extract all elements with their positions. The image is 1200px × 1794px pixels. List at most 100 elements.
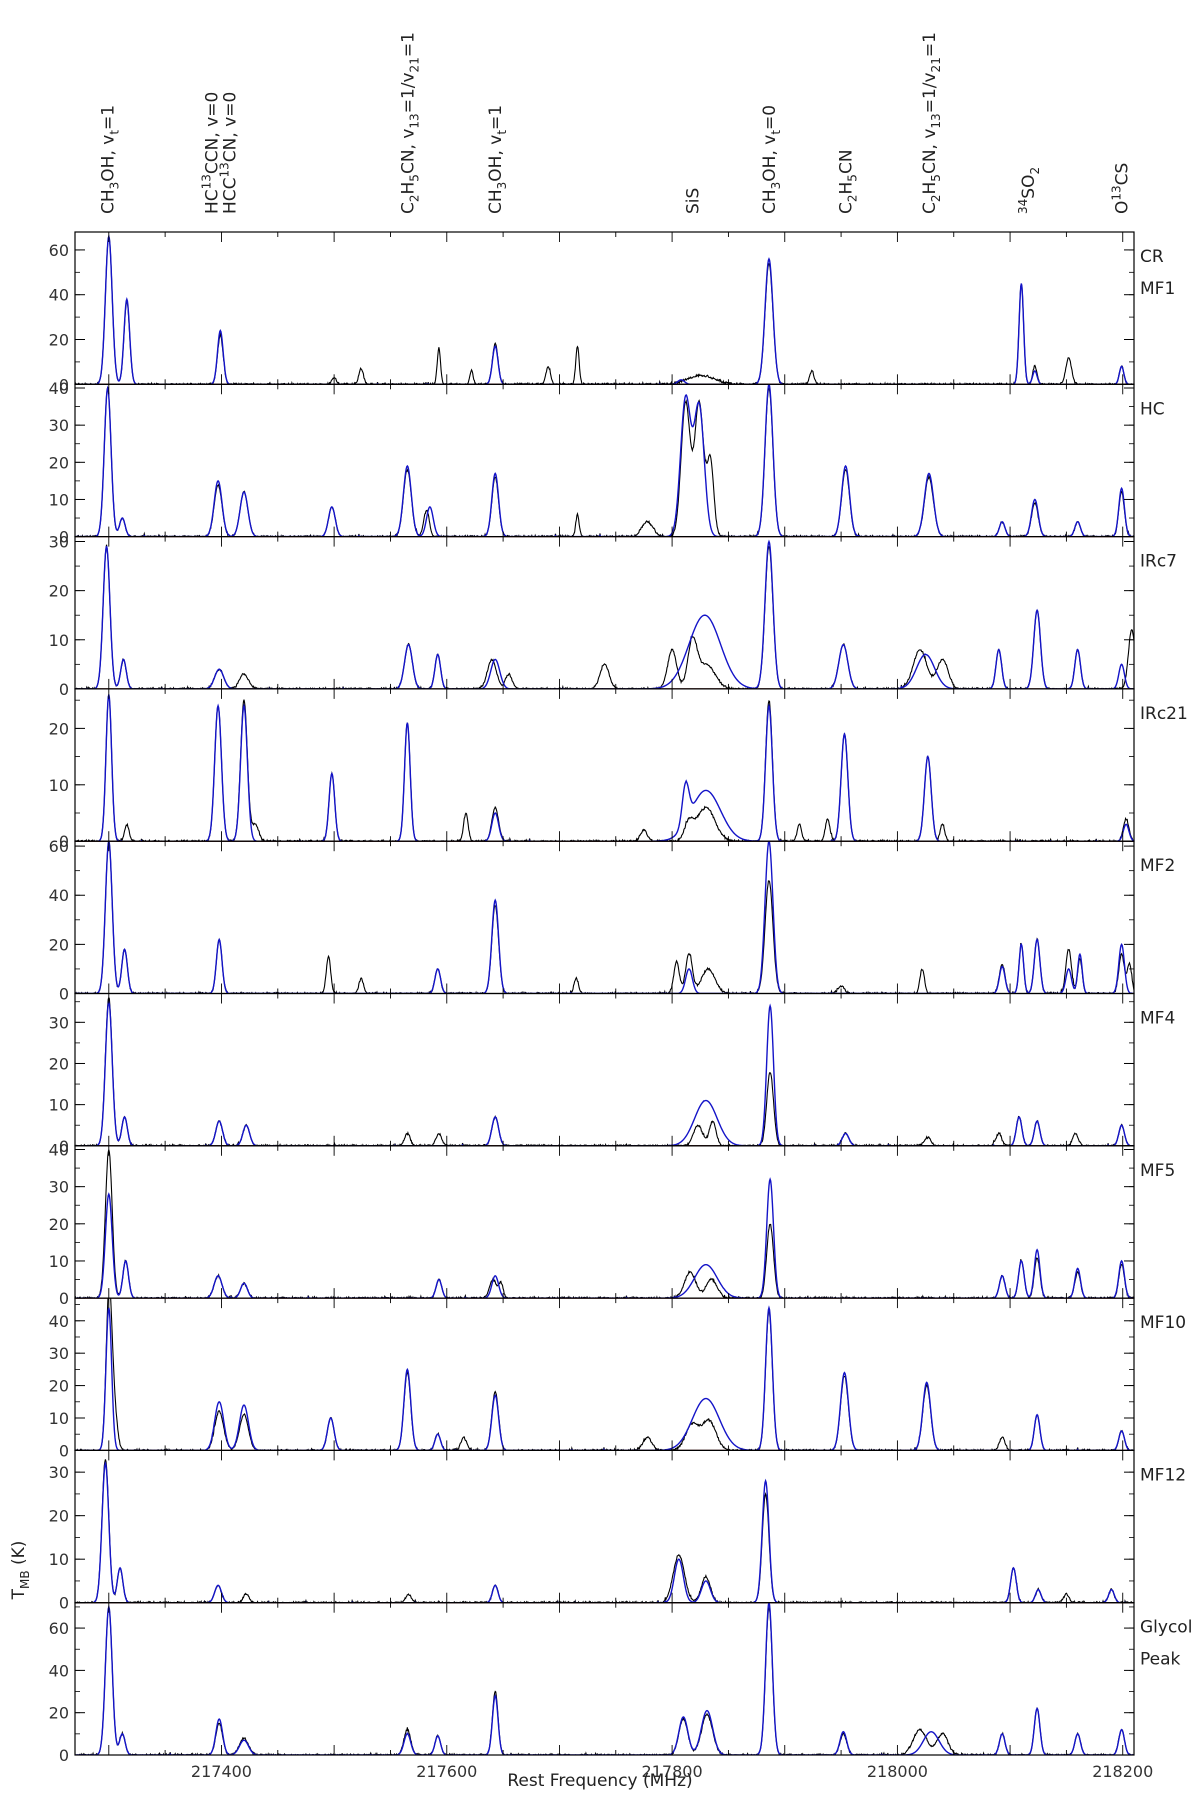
y-tick-label: 0 bbox=[59, 1137, 69, 1156]
line-id-label: CH3OH, vt=1 bbox=[99, 105, 122, 214]
line-id-label: C2H5CN, v13=1/v21=1 bbox=[398, 32, 421, 214]
panel-mf2: 0 20 40 60 MF2 bbox=[49, 837, 1176, 1003]
y-tick-label: 30 bbox=[49, 533, 69, 552]
panel-cr-mf1: 0 20 40 60 CR MF1 bbox=[49, 231, 1175, 394]
panel-label: MF4 bbox=[1140, 1009, 1175, 1029]
observed-spectrum bbox=[75, 234, 1134, 385]
panel-label: IRc21 bbox=[1140, 704, 1188, 724]
y-tick-label: 10 bbox=[49, 1409, 69, 1428]
panel-frame bbox=[74, 535, 1135, 690]
y-tick-label: 0 bbox=[59, 1594, 69, 1613]
observed-spectrum bbox=[75, 1459, 1134, 1603]
y-tick-label: 20 bbox=[49, 1377, 69, 1396]
y-tick-label: 0 bbox=[59, 1289, 69, 1308]
line-id-label: CH3OH, vt=1 bbox=[486, 105, 509, 214]
x-tick-label: 217600 bbox=[416, 1762, 477, 1781]
y-tick-label: 20 bbox=[49, 453, 69, 472]
model-spectrum bbox=[75, 539, 1134, 689]
y-tick-label: 0 bbox=[59, 1746, 69, 1765]
y-tick-label: 0 bbox=[59, 832, 69, 851]
panel-label: HC bbox=[1140, 399, 1165, 419]
x-tick-label: 218000 bbox=[867, 1762, 928, 1781]
panel-frame bbox=[74, 688, 1135, 842]
observed-spectrum bbox=[75, 841, 1134, 994]
line-id-label: CH3OH, vt=0 bbox=[760, 105, 783, 214]
y-tick-label: 20 bbox=[49, 1054, 69, 1073]
panel-label: MF1 bbox=[1140, 279, 1175, 299]
y-tick-label: 40 bbox=[49, 886, 69, 905]
observed-spectrum bbox=[75, 996, 1134, 1146]
panel-label: MF10 bbox=[1140, 1313, 1186, 1333]
model-spectrum bbox=[75, 233, 1134, 385]
y-tick-label: 60 bbox=[49, 837, 69, 856]
y-tick-label: 10 bbox=[49, 1550, 69, 1569]
y-tick-label: 10 bbox=[49, 1252, 69, 1271]
y-tick-label: 60 bbox=[49, 1619, 69, 1638]
panel-mf10: 0 10 20 30 40 MF10 bbox=[49, 1297, 1186, 1460]
y-tick-label: 30 bbox=[49, 1013, 69, 1032]
observed-spectrum bbox=[75, 544, 1134, 689]
y-tick-label: 20 bbox=[49, 331, 69, 350]
y-tick-label: 40 bbox=[49, 1312, 69, 1331]
x-axis-title: Rest Frequency (MHz) bbox=[507, 1771, 692, 1791]
panel-frame bbox=[74, 840, 1135, 995]
observed-spectrum bbox=[75, 1149, 1134, 1299]
model-spectrum bbox=[75, 1305, 1134, 1451]
y-tick-label: 10 bbox=[49, 490, 69, 509]
panel-glycol-peak: 0 20 40 60 Glycol Peak bbox=[49, 1602, 1192, 1765]
y-tick-label: 20 bbox=[49, 935, 69, 954]
panel-irc7: 0 10 20 30 IRc7 bbox=[49, 533, 1177, 699]
model-spectrum bbox=[75, 694, 1134, 842]
line-id-label: O13CS bbox=[1110, 163, 1133, 214]
y-tick-label: 60 bbox=[49, 241, 69, 260]
panel-mf4: 0 10 20 30 MF4 bbox=[49, 992, 1175, 1156]
y-tick-label: 40 bbox=[49, 1141, 69, 1160]
line-id-label: 34SO2 bbox=[1016, 167, 1042, 214]
panel-frame bbox=[74, 992, 1135, 1147]
observed-spectrum bbox=[75, 1298, 1134, 1451]
observed-spectrum bbox=[75, 386, 1134, 537]
panel-frame bbox=[74, 1297, 1135, 1451]
y-tick-label: 0 bbox=[59, 528, 69, 547]
y-tick-label: 20 bbox=[49, 582, 69, 601]
y-tick-label: 0 bbox=[59, 680, 69, 699]
line-id-label: C2H5CN, v13=1/v21=1 bbox=[920, 32, 943, 214]
panel-mf12: 0 10 20 30 MF12 bbox=[49, 1449, 1186, 1613]
model-spectrum bbox=[75, 1177, 1134, 1299]
y-tick-label: 10 bbox=[49, 631, 69, 650]
panel-label: MF2 bbox=[1140, 856, 1175, 876]
panel-frame bbox=[74, 231, 1135, 385]
y-tick-label: 20 bbox=[49, 1215, 69, 1234]
y-tick-label: 30 bbox=[49, 1178, 69, 1197]
panel-label: MF12 bbox=[1140, 1465, 1186, 1485]
y-tick-label: 40 bbox=[49, 286, 69, 305]
model-spectrum bbox=[75, 841, 1134, 994]
model-spectrum bbox=[75, 999, 1134, 1146]
x-tick-label: 218200 bbox=[1092, 1762, 1153, 1781]
model-spectrum bbox=[75, 1460, 1134, 1603]
panel-frame bbox=[74, 383, 1135, 538]
y-tick-label: 10 bbox=[49, 776, 69, 795]
line-id-label: HC13CCN, v=0 bbox=[199, 92, 222, 214]
line-id-label: SiS bbox=[683, 188, 703, 214]
model-spectrum bbox=[75, 1602, 1134, 1755]
y-tick-label: 30 bbox=[49, 416, 69, 435]
y-tick-label: 30 bbox=[49, 1463, 69, 1482]
y-tick-label: 40 bbox=[49, 379, 69, 398]
model-spectrum bbox=[75, 384, 1134, 537]
panel-label: Peak bbox=[1140, 1650, 1181, 1670]
y-tick-label: 20 bbox=[49, 1507, 69, 1526]
y-tick-label: 0 bbox=[59, 985, 69, 1004]
panel-frame bbox=[74, 1449, 1135, 1604]
panel-irc21: 0 10 20 IRc21 bbox=[49, 688, 1188, 851]
panel-mf5: 0 10 20 30 40 MF5 bbox=[49, 1141, 1176, 1309]
panel-frame bbox=[74, 1602, 1135, 1756]
y-tick-label: 20 bbox=[49, 719, 69, 738]
observed-spectrum bbox=[75, 694, 1134, 842]
panel-label: MF5 bbox=[1140, 1161, 1175, 1181]
y-tick-label: 0 bbox=[59, 375, 69, 394]
y-tick-label: 20 bbox=[49, 1704, 69, 1723]
line-id-label: C2H5CN bbox=[837, 149, 860, 214]
